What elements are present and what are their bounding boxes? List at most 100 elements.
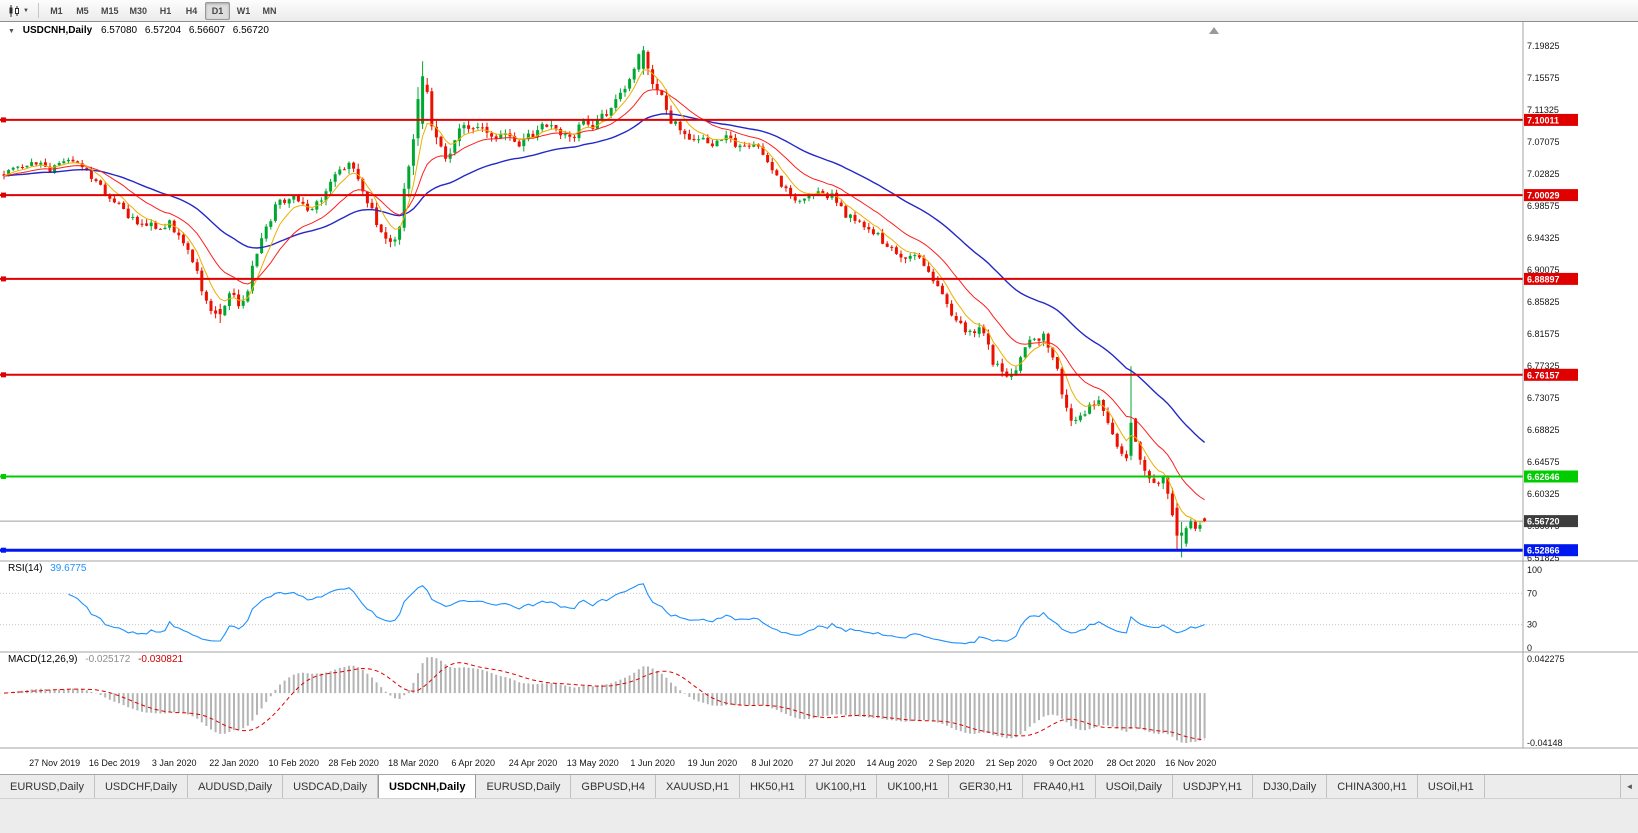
- chart-shift-marker[interactable]: [1209, 27, 1219, 34]
- date-axis-label: 22 Jan 2020: [209, 758, 259, 768]
- price-tick-label: 7.19825: [1527, 41, 1560, 51]
- price-chart-canvas[interactable]: 7.19825 7.15575 7.11325 7.07075 7.02825 6.985…: [0, 22, 1638, 774]
- price-tick-label: 6.73075: [1527, 393, 1560, 403]
- chart-symbol-title: USDCNH,Daily: [22, 25, 93, 36]
- macd-main-value: -0.025172: [85, 654, 131, 665]
- chart-tab-uk100-h1[interactable]: UK100,H1: [877, 775, 950, 798]
- price-badge: [1524, 272, 1578, 285]
- timeframe-button-h1[interactable]: H1: [159, 5, 172, 16]
- timeframe-buttons: M1 M5 M15 M30 H1 H4 D1 W1 MN: [44, 1, 282, 20]
- timeframe-button-h4[interactable]: H4: [185, 5, 198, 16]
- chart-window[interactable]: 7.19825 7.15575 7.11325 7.07075 7.02825 6.985…: [0, 22, 1638, 774]
- rsi-title: RSI(14): [8, 563, 43, 574]
- level-handle[interactable]: [1, 547, 6, 553]
- rsi-value: 39.6775: [50, 563, 87, 574]
- level-handle[interactable]: [1, 276, 6, 282]
- rsi-tick-label: 70: [1527, 588, 1537, 598]
- scroll-left-icon: ◄: [1625, 782, 1634, 791]
- chart-type-button[interactable]: ▼: [3, 2, 33, 20]
- chart-background: [0, 22, 1638, 774]
- date-axis-label: 28 Feb 2020: [328, 758, 379, 768]
- price-tick-label: 6.85825: [1527, 297, 1560, 307]
- timeframe-button-m15[interactable]: M15: [100, 5, 119, 16]
- quote-high: 6.57204: [144, 25, 182, 36]
- chart-tabs: EURUSD,Daily USDCHF,Daily AUDUSD,Daily USDC…: [0, 775, 1620, 798]
- timeframe-button-mn[interactable]: MN: [262, 5, 277, 16]
- price-badge-label: 6.76157: [1527, 370, 1560, 380]
- date-axis-label: 10 Feb 2020: [269, 758, 320, 768]
- price-badge: [1524, 544, 1578, 557]
- price-badge: [1524, 368, 1578, 381]
- timeframe-button-w1[interactable]: W1: [236, 5, 251, 16]
- quote-close: 6.56720: [232, 25, 269, 36]
- price-badge: [1524, 515, 1578, 528]
- timeframe-button-m30[interactable]: M30: [129, 5, 147, 16]
- rsi-line[interactable]: [68, 583, 1205, 645]
- price-badge-label: 7.10011: [1527, 115, 1559, 125]
- chart-tab-dj30-daily[interactable]: DJ30,Daily: [1253, 775, 1328, 798]
- timeframe-button-d1[interactable]: D1: [204, 1, 230, 20]
- chart-tab-usdjpy-h1[interactable]: USDJPY,H1: [1172, 775, 1254, 798]
- chart-tab-china300-h1[interactable]: CHINA300,H1: [1327, 775, 1418, 798]
- date-axis-label: 9 Oct 2020: [1049, 758, 1093, 768]
- rsi-indicator-label: RSI(14) 39.6775: [8, 563, 91, 574]
- chart-tab-usoil-daily[interactable]: USOil,Daily: [1095, 775, 1173, 798]
- moving-average-line[interactable]: [3, 69, 1205, 523]
- macd-histogram: [7, 657, 1206, 743]
- chart-tab-usdchf-daily[interactable]: USDCHF,Daily: [94, 775, 189, 798]
- quote-open: 6.57080: [100, 25, 138, 36]
- price-badge-label: 7.00029: [1527, 191, 1560, 201]
- price-badge-label: 6.88897: [1527, 274, 1560, 284]
- chart-tab-eurusd-daily[interactable]: EURUSD,Daily: [0, 775, 95, 798]
- tab-scroll-left-button[interactable]: ◄: [1620, 775, 1638, 798]
- level-handle[interactable]: [1, 117, 6, 123]
- timeframe-button-m1[interactable]: M1: [50, 5, 63, 16]
- price-tick-label: 6.94325: [1527, 233, 1560, 243]
- macd-signal-value: -0.030821: [138, 654, 184, 665]
- macd-tick-label: 0.042275: [1527, 654, 1565, 664]
- moving-average-line[interactable]: [3, 89, 1205, 501]
- chart-tab-audusd-daily[interactable]: AUDUSD,Daily: [188, 775, 284, 798]
- date-axis-label: 6 Apr 2020: [451, 758, 495, 768]
- chart-tab-usdcnh-daily[interactable]: USDCNH,Daily: [378, 775, 477, 798]
- timeframe-button-m5[interactable]: M5: [76, 5, 89, 16]
- level-handle[interactable]: [1, 192, 6, 198]
- level-handle[interactable]: [1, 474, 6, 479]
- price-tick-label: 6.81575: [1527, 329, 1560, 339]
- toolbar-separator: [37, 3, 39, 18]
- level-handle[interactable]: [1, 372, 6, 378]
- chart-tab-gbpusd-h4[interactable]: GBPUSD,H4: [571, 775, 656, 798]
- chart-tab-xauusd-h1[interactable]: XAUUSD,H1: [655, 775, 740, 798]
- date-axis-label: 27 Jul 2020: [809, 758, 856, 768]
- price-tick-label: 7.11325: [1527, 105, 1559, 115]
- quote-low: 6.56607: [188, 25, 225, 36]
- chart-tab-fra40-h1[interactable]: FRA40,H1: [1023, 775, 1096, 798]
- date-axis-label: 18 Mar 2020: [388, 758, 439, 768]
- price-tick-label: 6.77325: [1527, 361, 1560, 371]
- chart-tab-uk100-h1[interactable]: UK100,H1: [805, 775, 878, 798]
- price-badge-label: 6.56720: [1527, 517, 1560, 527]
- date-axis-label: 19 Jun 2020: [688, 758, 738, 768]
- macd-indicator-label: MACD(12,26,9) -0.025172 -0.030821: [8, 654, 188, 665]
- date-axis-label: 3 Jan 2020: [152, 758, 197, 768]
- quote-line: ▼ USDCNH,Daily 6.57080 6.57204 6.56607 6…: [8, 25, 274, 36]
- date-axis-label: 16 Dec 2019: [89, 758, 140, 768]
- chart-tab-usoil-h1[interactable]: USOil,H1: [1417, 775, 1485, 798]
- chart-tab-usdcad-daily[interactable]: USDCAD,Daily: [283, 775, 379, 798]
- date-axis-label: 1 Jun 2020: [630, 758, 675, 768]
- price-badge-label: 6.62646: [1527, 472, 1560, 482]
- timeframe-toolbar: ▼ M1 M5 M15 M30 H1 H4 D1 W1 MN: [0, 0, 1638, 22]
- date-axis-label: 21 Sep 2020: [986, 758, 1037, 768]
- chart-tab-ger30-h1[interactable]: GER30,H1: [949, 775, 1024, 798]
- macd-tick-label: -0.04148: [1527, 738, 1563, 748]
- price-tick-label: 6.51825: [1527, 553, 1560, 563]
- chart-tab-bar: EURUSD,Daily USDCHF,Daily AUDUSD,Daily USDC…: [0, 774, 1638, 798]
- date-axis-label: 28 Oct 2020: [1106, 758, 1155, 768]
- symbol-dropdown-icon[interactable]: ▼: [8, 28, 15, 35]
- chart-tab-hk50-h1[interactable]: HK50,H1: [739, 775, 806, 798]
- price-badge: [1524, 189, 1578, 202]
- price-tick-label: 7.02825: [1527, 169, 1560, 179]
- date-axis-label: 2 Sep 2020: [929, 758, 975, 768]
- date-axis-label: 24 Apr 2020: [509, 758, 558, 768]
- chart-tab-eurusd-daily[interactable]: EURUSD,Daily: [476, 775, 572, 798]
